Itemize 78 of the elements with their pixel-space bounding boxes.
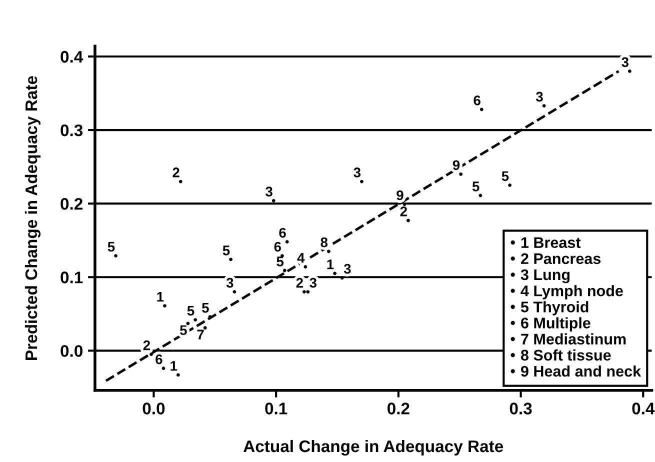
annotation: 2 (143, 340, 150, 350)
annotation: 5 (502, 171, 509, 182)
legend-label: 6 Multiple (521, 317, 590, 332)
y-tick-label: 0.4 (60, 50, 84, 63)
x-tick-label: 0.2 (388, 402, 410, 414)
annotation: 1 (170, 361, 178, 371)
point (203, 326, 207, 330)
legend-label: 1 Breast (521, 237, 581, 248)
annotation: 3 (344, 264, 351, 274)
point (542, 104, 546, 108)
point (480, 108, 484, 112)
annotation: 6 (156, 354, 162, 364)
point (232, 290, 236, 294)
annotation: 5 (202, 303, 209, 313)
annotation: 3 (226, 278, 234, 288)
annotation: 9 (396, 190, 404, 200)
annotation: 5 (276, 256, 284, 266)
annotation: 2 (400, 206, 407, 216)
y-tick-label: 0.1 (60, 272, 83, 284)
point (272, 198, 276, 202)
point (285, 240, 289, 244)
legend-label: 4 Lymph node (520, 285, 623, 300)
annotation: 1 (157, 292, 164, 302)
annotation: 3 (266, 186, 272, 197)
annotation: 3 (310, 278, 316, 288)
point (406, 218, 410, 222)
point (628, 70, 632, 73)
y-tick-label: 0.2 (60, 198, 83, 210)
annotation: 2 (296, 278, 303, 288)
y-axis-title: Predicted Change in Adequacy Rate (24, 76, 41, 360)
y-tick-label: 0.0 (60, 345, 82, 357)
legend-label: 7 Mediastinum (521, 333, 626, 345)
annotation: 3 (622, 57, 629, 68)
point (459, 172, 463, 176)
y-tick-label: 0.3 (60, 124, 83, 136)
annotation: 6 (274, 242, 281, 252)
annotation: 2 (172, 168, 180, 178)
annotation: 5 (180, 325, 187, 336)
annotation: 1 (327, 260, 334, 270)
x-tick-label: 0.0 (142, 402, 165, 414)
annotation: 5 (108, 242, 115, 252)
point (114, 254, 118, 258)
annotation: 8 (320, 237, 328, 248)
point (178, 180, 182, 184)
point (162, 366, 166, 370)
legend-label: 3 Lung (520, 269, 570, 284)
x-tick-label: 0.3 (510, 402, 532, 414)
point (282, 268, 286, 272)
point (304, 265, 308, 269)
point (150, 352, 153, 356)
point (194, 318, 198, 322)
point (306, 290, 310, 294)
point (326, 250, 330, 254)
legend-label: 8 Soft tissue (520, 349, 611, 361)
annotation: 9 (452, 160, 460, 170)
annotation: 5 (187, 306, 194, 316)
point (508, 184, 512, 187)
annotation: 5 (222, 246, 230, 256)
point (360, 180, 364, 184)
legend-label: 2 Pancreas (520, 253, 601, 264)
annotation: 5 (472, 182, 480, 192)
point (176, 373, 180, 377)
annotation: 6 (474, 95, 480, 106)
annotation: 6 (279, 228, 286, 238)
annotation: 7 (197, 330, 204, 340)
annotation: 3 (354, 168, 361, 178)
annotation: 4 (297, 253, 305, 263)
x-axis-title: Actual Change in Adequacy Rate (244, 440, 504, 456)
legend-label: 9 Head and neck (520, 365, 642, 377)
legend-label: 5 Thyroid (520, 301, 588, 316)
x-tick-label: 0.4 (632, 402, 655, 414)
point (333, 272, 337, 276)
point (340, 276, 344, 280)
annotation: 3 (536, 92, 543, 102)
point (302, 290, 306, 294)
point (163, 304, 166, 308)
x-tick-label: 0.1 (265, 402, 288, 414)
point (229, 258, 232, 262)
